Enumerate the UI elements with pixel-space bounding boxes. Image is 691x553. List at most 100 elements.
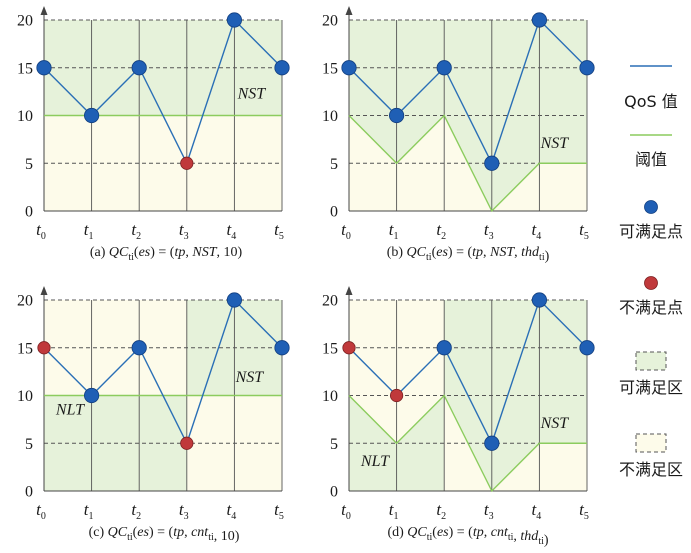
legend: QoS 值 阈值 可满足点 不满足点 可满足区 不满足区 [619, 65, 683, 479]
legend-qos: QoS 值 [624, 65, 678, 111]
legend-satisfy-point-label: 可满足点 [619, 222, 683, 241]
x-tick-base: t [532, 500, 538, 519]
y-tick-label: 15 [322, 340, 338, 357]
x-tick-label: t2 [131, 220, 141, 242]
satisfy-point [531, 292, 548, 308]
x-tick-label: t5 [579, 220, 589, 242]
x-tick-subscript: 3 [489, 511, 494, 522]
caption-qc-subscript: ti [426, 252, 432, 263]
x-tick-subscript: 4 [536, 231, 541, 242]
x-tick-base: t [484, 220, 490, 239]
caption-eq: ) = ( [149, 525, 174, 540]
x-tick-subscript: 0 [41, 511, 46, 522]
caption-comma-1: , [484, 525, 491, 540]
x-tick-subscript: 2 [136, 231, 141, 242]
caption-comma-1: , [483, 245, 490, 260]
satisfy-point [531, 12, 548, 28]
satisfy-point [274, 60, 290, 76]
x-tick-subscript: 1 [88, 511, 93, 522]
satisfy-point [131, 340, 147, 356]
caption-eq: ) = ( [448, 245, 473, 260]
caption-arg-2-subscript: ti [508, 532, 514, 543]
legend-unsatisfy-point: 不满足点 [619, 276, 683, 317]
unsatisfy-point [342, 341, 356, 355]
x-tick-base: t [227, 500, 233, 519]
caption-close: ) [237, 245, 242, 260]
satisfy-point [341, 60, 357, 76]
panel-caption: (a) QCti(es) = (tp, NST, 10) [90, 245, 243, 263]
x-tick-subscript: 5 [279, 511, 284, 522]
x-tick-base: t [227, 220, 233, 239]
legend-qos-label: QoS 值 [624, 92, 678, 111]
x-tick-label: t4 [532, 500, 542, 522]
y-axis-arrow [345, 6, 353, 15]
nst-zone-label: NST [237, 85, 267, 102]
caption-close: ) [235, 529, 240, 544]
x-tick-base: t [36, 220, 42, 239]
x-tick-subscript: 2 [136, 511, 141, 522]
x-tick-base: t [341, 220, 347, 239]
x-tick-label: t0 [341, 220, 351, 242]
qos-line [348, 298, 588, 446]
caption-index: (d) [387, 525, 407, 540]
caption-arg-3: 10 [221, 529, 235, 544]
caption-arg-2: cnt [491, 525, 509, 540]
satisfy-point [579, 60, 595, 76]
satisfy-zone [186, 300, 235, 396]
unsatisfy-point-icon [644, 276, 658, 290]
caption-arg-3-subscript: ti [539, 252, 545, 263]
y-tick-label: 20 [17, 13, 33, 30]
y-axis-arrow [40, 286, 48, 295]
unsatisfy-point [180, 436, 194, 450]
y-axis-arrow [40, 6, 48, 15]
x-tick-subscript: 2 [441, 511, 446, 522]
satisfy-point [579, 340, 595, 356]
y-tick-label: 0 [25, 484, 33, 501]
caption-comma-2: , [214, 529, 221, 544]
y-tick-label: 0 [330, 484, 338, 501]
x-tick-subscript: 3 [184, 511, 189, 522]
caption-index: (a) [90, 245, 109, 260]
satisfy-point [274, 340, 290, 356]
caption-close: ) [545, 249, 550, 264]
caption-es: es [139, 245, 151, 260]
x-tick-base: t [84, 500, 90, 519]
x-tick-label: t0 [36, 220, 46, 242]
satisfy-zone [234, 300, 282, 396]
x-tick-label: t2 [436, 500, 446, 522]
x-tick-subscript: 5 [584, 231, 589, 242]
satisfy-point-icon [644, 200, 658, 214]
y-tick-label: 10 [322, 108, 338, 125]
satisfy-point [36, 60, 52, 76]
caption-body-1: ( [432, 525, 437, 540]
panel-caption: (d) QCti(es) = (tp, cntti, thdti) [387, 525, 548, 548]
caption-es: es [437, 525, 449, 540]
x-tick-subscript: 4 [231, 511, 236, 522]
caption-comma-2: , [216, 245, 223, 260]
panel-caption: (b) QCti(es) = (tp, NST, thdti) [387, 245, 550, 264]
caption-index: (b) [387, 245, 407, 260]
unsatisfy-point [389, 388, 404, 403]
caption-qc-subscript: ti [128, 252, 134, 263]
x-tick-label: t0 [341, 500, 351, 522]
y-tick-label: 15 [17, 340, 33, 357]
caption-body-1: ( [432, 245, 437, 260]
x-tick-label: t3 [179, 500, 189, 522]
caption-arg-3-subscript: ti [538, 536, 544, 547]
x-tick-base: t [484, 500, 490, 519]
caption-comma-1: , [185, 245, 192, 260]
caption-comma-1: , [184, 525, 191, 540]
x-tick-subscript: 0 [41, 231, 46, 242]
x-tick-base: t [389, 500, 395, 519]
legend-satisfy-zone-label: 可满足区 [619, 378, 683, 397]
satisfy-point [388, 107, 405, 124]
y-axis-arrow [345, 286, 353, 295]
y-tick-label: 15 [17, 60, 33, 77]
caption-tp: tp [174, 245, 185, 260]
y-tick-label: 10 [17, 388, 33, 405]
legend-unsatisfy-point-label: 不满足点 [619, 298, 683, 317]
caption-arg-2: cnt [191, 525, 209, 540]
